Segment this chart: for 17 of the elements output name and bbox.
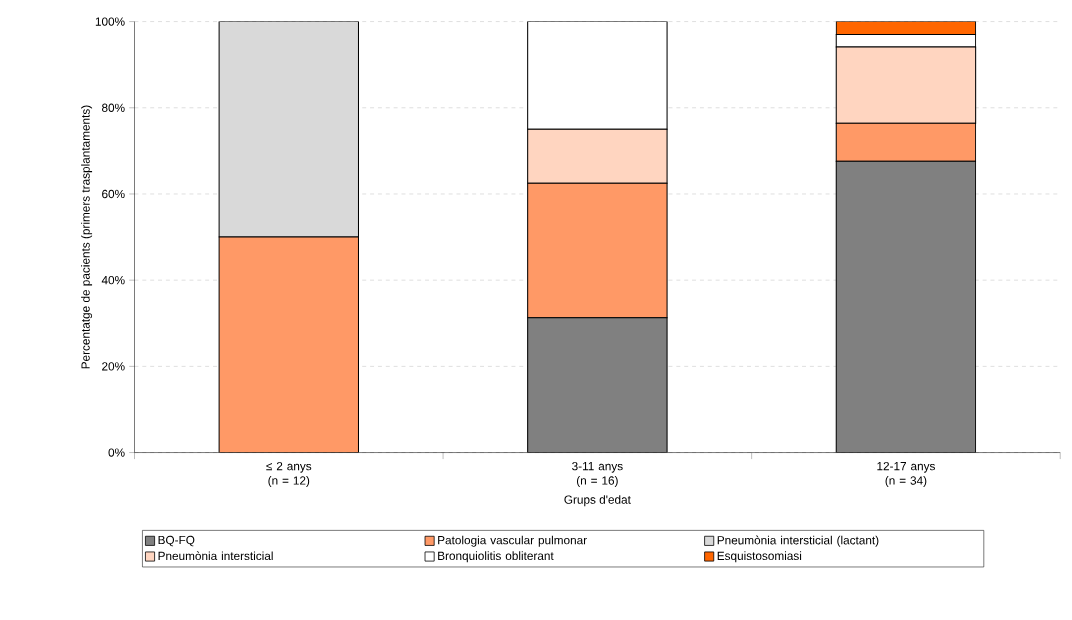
y-tick-label: 0%: [108, 448, 125, 457]
legend-label: Esquistosomiasi: [717, 551, 802, 563]
x-tick-label: 12-17 anys (n = 34): [877, 461, 935, 487]
y-tick-label: 60%: [102, 189, 125, 198]
legend-label: Bronquiolitis obliterant: [438, 551, 554, 563]
x-tick-label: 3-11 anys (n = 16): [572, 461, 623, 487]
y-tick-label: 20%: [102, 361, 125, 371]
legend-label: Pneumònia intersticial (lactant): [717, 535, 879, 547]
x-tick-label: ≤ 2 anys (n = 12): [266, 461, 312, 487]
x-axis-title: Grups d'edat: [564, 494, 631, 506]
y-tick-label: 40%: [101, 275, 125, 285]
legend-label: Pneumònia intersticial: [158, 551, 273, 560]
y-axis-title: Percentatge de pacients (primers trasplantaments): [81, 105, 93, 369]
y-tick-label: 80%: [102, 103, 125, 112]
y-tick-label: 100%: [95, 17, 125, 26]
legend-label: Patologia vascular pulmonar: [438, 535, 587, 547]
legend-label: BQ-FQ: [158, 535, 195, 547]
